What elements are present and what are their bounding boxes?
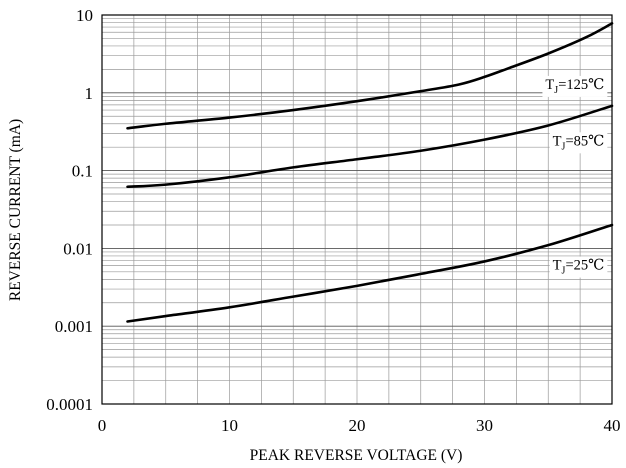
series-line-2 (126, 223, 614, 323)
y-axis-label: REVERSE CURRENT (mA) (7, 119, 24, 301)
series-label-text: TJ=85℃ (553, 133, 605, 152)
y-tick-label: 10 (76, 6, 93, 25)
series-label-background (549, 132, 608, 154)
y-tick-label: 0.1 (72, 162, 93, 181)
series-label-text: TJ=25℃ (553, 258, 605, 277)
series-label-2: TJ=25℃ (549, 256, 608, 278)
x-tick-label: 10 (221, 416, 238, 435)
x-axis-label: PEAK REVERSE VOLTAGE (V) (250, 447, 463, 464)
y-tick-label: 0.001 (55, 317, 93, 336)
x-tick-label: 40 (604, 416, 621, 435)
y-tick-label: 0.0001 (46, 395, 93, 414)
x-tick-label: 30 (476, 416, 493, 435)
grid (102, 15, 612, 404)
x-tick-label: 20 (349, 416, 366, 435)
series (126, 22, 614, 323)
series-label-text: TJ=125℃ (545, 77, 604, 96)
series-line-1 (126, 104, 614, 189)
series-labels: TJ=125℃ TJ=85℃ TJ=25℃ (542, 75, 608, 278)
series-label-background (549, 256, 608, 278)
y-tick-label: 0.01 (63, 239, 93, 258)
y-tick-label: 1 (85, 84, 94, 103)
plot-frame (101, 14, 613, 405)
series-label-0: TJ=125℃ (542, 75, 608, 97)
tick-labels: 0 10 20 30 40 0.0001 0.001 0.01 0.1 1 10 (46, 6, 620, 435)
series-label-background (542, 75, 608, 97)
x-tick-label: 0 (98, 416, 107, 435)
series-line-0 (126, 22, 614, 130)
series-label-1: TJ=85℃ (549, 132, 608, 154)
